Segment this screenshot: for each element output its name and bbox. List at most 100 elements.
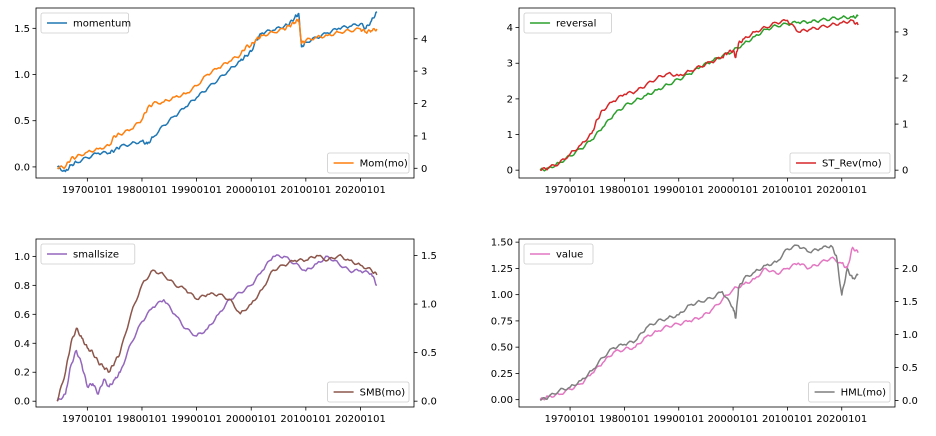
legend-box [523,243,594,265]
legend-label: momentum [73,19,131,30]
x-tick-label: 19900101 [653,185,704,196]
x-tick-label: 20200101 [816,414,867,425]
x-tick-label: 20000101 [226,185,277,196]
x-tick-label: 20200101 [335,414,386,425]
x-tick-label: 19900101 [653,414,704,425]
x-tick-label: 19900101 [171,185,222,196]
right-tick-label: 3 [902,27,908,38]
legend-label: ST_Rev(mo) [822,159,882,170]
x-tick-label: 19800101 [599,185,650,196]
right-tick-label: 0.5 [902,363,918,374]
series-line-right-p1 [57,18,378,170]
right-tick-label: 0.0 [421,397,437,408]
legend-label: smallsize [73,250,119,261]
right-tick-label: 2.0 [902,264,918,275]
axes-frame [518,7,896,179]
series-line-right-p4 [539,244,859,402]
x-tick-label: 20000101 [226,414,277,425]
axes-frame [35,238,415,408]
right-tick-label: 1.0 [902,330,918,341]
legend-right-series: Mom(mo) [327,152,410,174]
legend-box [327,381,410,403]
right-tick-label: 0 [421,164,427,175]
axes-frame [35,7,415,179]
left-tick-label: 4 [507,23,513,34]
legend-label: Mom(mo) [360,159,408,170]
legend-left-series: smallsize [40,243,136,265]
left-tick-label: 0 [507,166,513,177]
series-line-left-p2 [539,14,859,172]
right-tick-label: 0.0 [902,396,918,407]
legend-label: value [556,250,583,261]
right-tick-label: 0 [902,166,908,177]
left-tick-label: 1.5 [14,24,30,35]
reversal-panel: 0 1 2 3 4 0 1 2 3 19700101 19800101 19900101 2000010… [507,7,908,196]
series-line-right-p2 [540,18,859,171]
legend-box [789,152,891,174]
left-tick-label: 0.0 [14,397,30,408]
left-tick-label: 1.0 [14,252,30,263]
legend-label: SMB(mo) [360,388,406,399]
left-tick-label: 0.25 [491,369,513,380]
left-tick-label: 1.25 [491,264,513,275]
x-tick-label: 19800101 [599,414,650,425]
legend-box [523,12,612,34]
x-tick-label: 20100101 [762,414,813,425]
left-tick-label: 1 [507,130,513,141]
x-tick-label: 20100101 [762,185,813,196]
left-tick-label: 0.2 [14,368,30,379]
right-tick-label: 1.5 [902,297,918,308]
series-line-right-p3 [56,253,378,402]
left-tick-label: 1.50 [491,238,513,249]
legend-label: reversal [556,19,596,30]
left-tick-label: 3 [507,59,513,70]
left-tick-label: 0.5 [14,116,30,127]
right-tick-label: 3 [421,67,427,78]
legend-right-series: SMB(mo) [327,381,410,403]
series-line-left-p3 [56,254,378,402]
left-tick-label: 0.50 [491,343,513,354]
legend-label: HML(mo) [841,388,886,399]
smallsize-panel: 0.0 0.2 0.4 0.6 0.8 1.0 0.0 0.5 1.0 1.5 19700101 19… [14,238,437,425]
legend-box [808,381,891,403]
momentum-panel: 0.0 0.5 1.0 1.5 0 1 2 3 4 19700101 19800101 1990010… [14,7,427,196]
left-tick-label: 2 [507,94,513,105]
left-tick-label: 1.00 [491,290,513,301]
left-tick-label: 1.0 [14,70,30,81]
x-tick-label: 19900101 [171,414,222,425]
series-line-left-p4 [539,246,859,401]
x-tick-label: 19700101 [62,414,113,425]
legend-left-series: value [523,243,594,265]
right-tick-label: 2 [902,74,908,85]
left-tick-label: 0.00 [491,395,513,406]
left-tick-label: 0.75 [491,316,513,327]
left-tick-label: 0.0 [14,162,30,173]
right-tick-label: 1.5 [421,251,437,262]
right-tick-label: 1 [902,120,908,131]
value-panel: 0.00 0.25 0.50 0.75 1.00 1.25 1.50 0.0 0.5 1.0 1.5… [491,238,918,425]
legend-right-series: ST_Rev(mo) [789,152,891,174]
left-tick-label: 0.8 [14,281,30,292]
right-tick-label: 1.0 [421,300,437,311]
legend-box [327,152,410,174]
x-tick-label: 20200101 [816,185,867,196]
x-tick-label: 19700101 [545,414,596,425]
right-tick-label: 4 [421,34,427,45]
x-tick-label: 20100101 [280,185,331,196]
x-tick-label: 19800101 [117,414,168,425]
right-tick-label: 1 [421,131,427,142]
x-tick-label: 20200101 [335,185,386,196]
x-tick-label: 20000101 [708,414,759,425]
x-tick-label: 19700101 [62,185,113,196]
axes-frame [518,238,896,408]
x-tick-label: 19700101 [545,185,596,196]
left-tick-label: 0.6 [14,310,30,321]
legend-box [40,243,136,265]
legend-left-series: momentum [40,12,131,34]
x-tick-label: 19800101 [117,185,168,196]
legend-box [40,12,129,34]
left-tick-label: 0.4 [14,339,30,350]
series-line-left-p1 [56,11,378,173]
right-tick-label: 0.5 [421,348,437,359]
